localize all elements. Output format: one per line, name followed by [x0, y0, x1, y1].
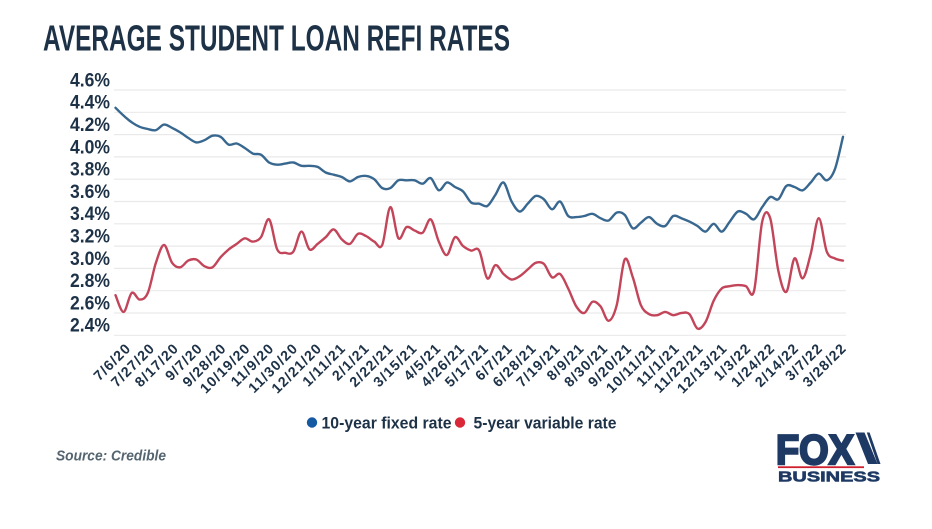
svg-text:2.8%: 2.8% [70, 270, 110, 292]
svg-text:3.4%: 3.4% [70, 203, 110, 225]
svg-text:10-year fixed rate: 10-year fixed rate [322, 415, 452, 433]
svg-text:4.6%: 4.6% [70, 69, 110, 91]
svg-text:3.0%: 3.0% [70, 248, 110, 270]
svg-text:2.4%: 2.4% [70, 315, 110, 337]
svg-text:3.8%: 3.8% [70, 159, 110, 181]
svg-text:Source: Credible: Source: Credible [56, 449, 166, 465]
svg-text:5-year variable rate: 5-year variable rate [474, 415, 617, 433]
svg-text:4.4%: 4.4% [70, 92, 110, 114]
svg-text:BUSINESS: BUSINESS [778, 469, 880, 486]
svg-text:3.6%: 3.6% [70, 181, 110, 203]
svg-text:FOX: FOX [776, 426, 854, 473]
svg-text:3.2%: 3.2% [70, 226, 110, 248]
svg-text:2.6%: 2.6% [70, 292, 110, 314]
svg-text:4.0%: 4.0% [70, 136, 110, 158]
svg-text:4.2%: 4.2% [70, 114, 110, 136]
svg-text:AVERAGE STUDENT LOAN REFI RATE: AVERAGE STUDENT LOAN REFI RATES [43, 18, 510, 59]
